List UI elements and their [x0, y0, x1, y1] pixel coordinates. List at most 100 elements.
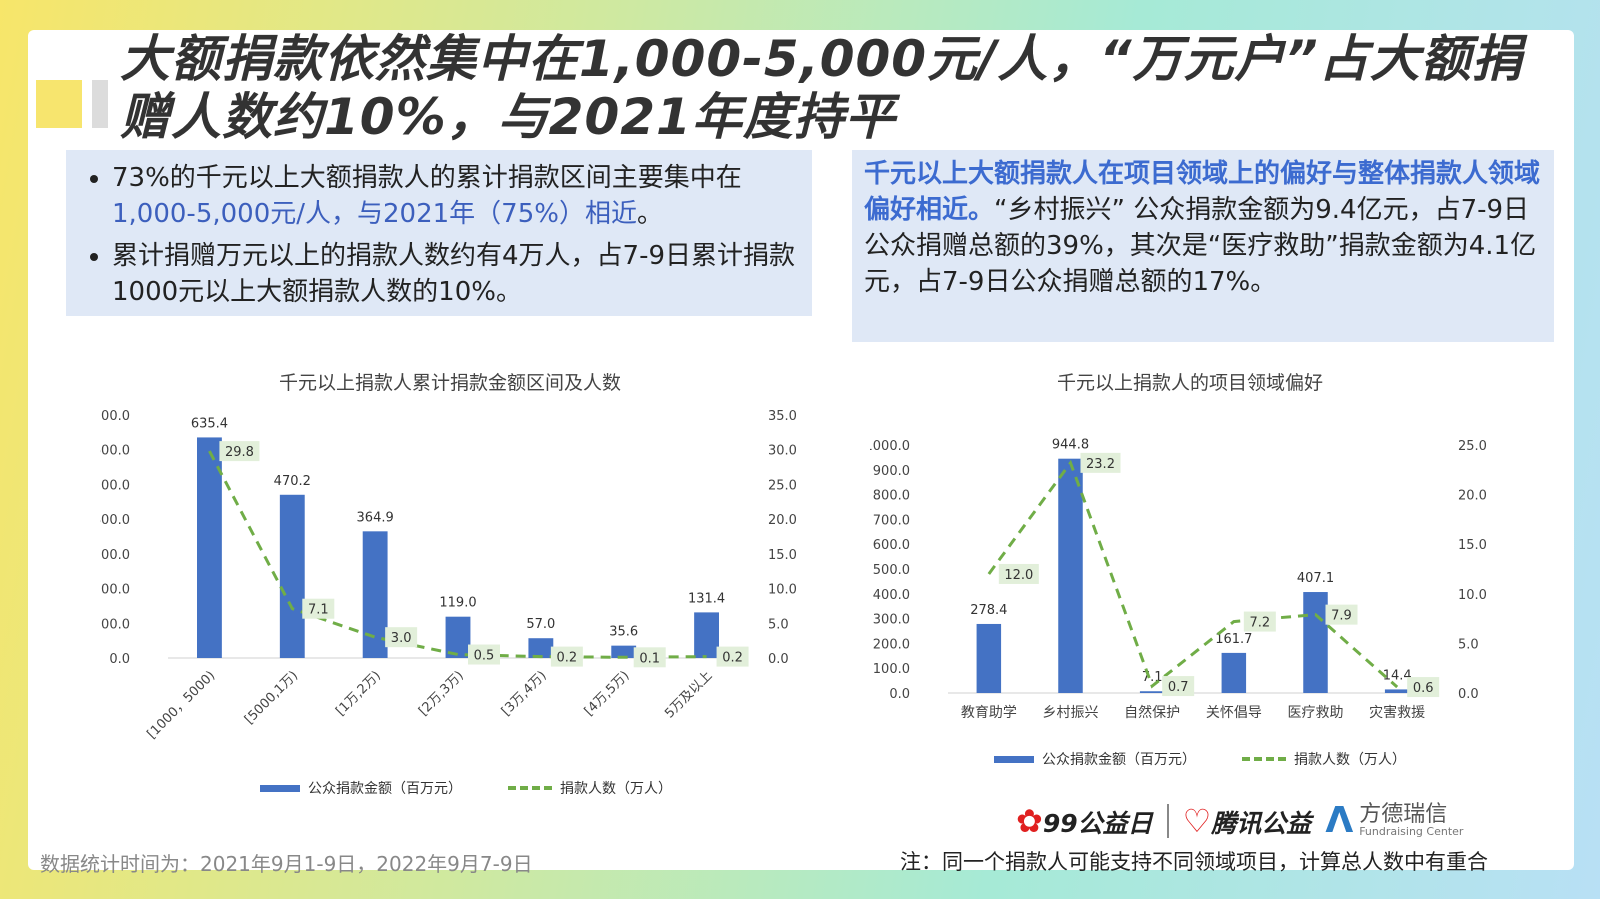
people-line — [208, 450, 707, 659]
x-category-label: 5万及以上 — [662, 668, 715, 721]
legend-line-label: 捐款人数（万人） — [1294, 752, 1406, 768]
legend-bar-label: 公众捐款金额（百万元） — [1042, 752, 1196, 768]
y-left-tick: 300.0 — [100, 548, 130, 563]
summary-box-left: 73%的千元以上大额捐款人的累计捐款区间主要集中在1,000-5,000元/人，… — [66, 150, 812, 316]
y-right-tick: 15.0 — [1458, 538, 1487, 553]
y-right-tick: 25.0 — [768, 478, 797, 493]
line-label-bg — [385, 627, 418, 648]
legend-bar-label: 公众捐款金额（百万元） — [308, 781, 462, 797]
x-category-label: 教育助学 — [961, 705, 1017, 721]
y-left-tick: 0.0 — [889, 687, 910, 702]
y-left-tick: 200.0 — [873, 637, 910, 652]
y-left-tick: 400.0 — [873, 588, 910, 603]
legend-bar-swatch — [260, 784, 300, 792]
logo-99: ✿99公益日 — [1016, 801, 1153, 840]
y-left-tick: 700.0 — [873, 513, 910, 528]
bar-value-label: 119.0 — [439, 596, 476, 611]
legend-line-label: 捐款人数（万人） — [560, 781, 672, 797]
data-period-note: 数据统计时间为：2021年9月1-9日，2022年9月7-9日 — [40, 852, 533, 876]
y-right-tick: 5.0 — [1458, 637, 1479, 652]
y-right-tick: 0.0 — [768, 652, 789, 667]
line-value-label: 7.2 — [1249, 616, 1270, 631]
bar-value-label: 407.1 — [1297, 571, 1334, 586]
y-left-tick: 300.0 — [873, 613, 910, 628]
y-left-tick: 600.0 — [100, 444, 130, 459]
y-left-tick: 400.0 — [100, 513, 130, 528]
x-category-label: [3万,4万) — [499, 668, 550, 719]
bar — [197, 437, 222, 658]
bar — [976, 623, 1002, 693]
line-value-label: 0.2 — [722, 651, 743, 666]
bar-value-label: 364.9 — [357, 510, 394, 525]
x-category-label: 灾害救援 — [1369, 704, 1425, 721]
line-value-label: 0.6 — [1413, 681, 1434, 696]
line-label-bg — [219, 441, 260, 462]
bar — [1139, 691, 1165, 693]
bar — [279, 494, 305, 658]
y-right-tick: 15.0 — [768, 548, 797, 563]
line-value-label: 0.5 — [474, 649, 495, 664]
legend-line-swatch — [508, 786, 552, 790]
y-right-tick: 30.0 — [768, 444, 797, 459]
line-label-bg — [1325, 604, 1358, 625]
y-left-tick: 200.0 — [100, 583, 130, 598]
logo-tencent: ♡腾讯公益 — [1182, 801, 1312, 840]
y-right-tick: 25.0 — [1458, 439, 1487, 454]
line-value-label: 0.2 — [557, 651, 578, 666]
line-value-label: 3.0 — [391, 631, 412, 646]
y-right-tick: 35.0 — [768, 409, 797, 424]
line-value-label: 7.9 — [1331, 609, 1352, 624]
x-category-label: 自然保护 — [1124, 704, 1180, 721]
right-highlight: 千元以上大额捐款人在项目领域上的偏好与整体捐款人领域偏好相近。 — [864, 159, 1541, 225]
y-left-tick: 500.0 — [873, 563, 910, 578]
bullet-1-highlight: 1,000-5,000元/人，与2021年（75%）相近 — [112, 199, 637, 229]
bar — [362, 531, 388, 658]
heart-icon: ♡ — [1182, 801, 1212, 840]
bar-value-label: 35.6 — [609, 625, 638, 640]
line-label-bg — [1080, 452, 1121, 473]
line-label-bg — [998, 563, 1039, 584]
y-right-tick: 5.0 — [768, 617, 789, 632]
bar — [445, 616, 471, 658]
x-category-label: [4万,5万) — [582, 668, 633, 719]
line-label-bg — [1243, 611, 1276, 632]
chart1-title: 千元以上捐款人累计捐款金额区间及人数 — [278, 372, 621, 394]
bar-value-label: 161.7 — [1215, 632, 1252, 647]
y-left-tick: 900.0 — [873, 464, 910, 479]
page-title: 大额捐款依然集中在1,000-5,000元/人，“万元户”占大额捐赠人数约10%… — [120, 30, 1523, 146]
people-line — [987, 459, 1399, 689]
chart1-legend: 公众捐款金额（百万元） 捐款人数（万人） — [260, 778, 672, 798]
chart1: 700.0 600.0 500.0 400.0 300.0 200.0 100.0 0.0 35… — [100, 409, 797, 742]
bar-value-label: 278.4 — [970, 603, 1007, 618]
bar — [1303, 592, 1328, 693]
bar-value-label: 635.4 — [191, 416, 228, 431]
y-right-tick: 20.0 — [1458, 489, 1487, 504]
x-category-label: 医疗救助 — [1288, 705, 1344, 721]
y-right-tick: 0.0 — [1458, 687, 1479, 702]
line-label-bg — [468, 644, 500, 665]
right-text: “乡村振兴” 公众捐款金额为9.4亿元，占7-9日公众捐赠总额的39%，其次是“… — [864, 195, 1537, 297]
y-left-tick: 700.0 — [100, 409, 130, 424]
bullet-1: 73%的千元以上大额捐款人的累计捐款区间主要集中在1,000-5,000元/人，… — [112, 160, 796, 232]
line-label-bg — [302, 598, 335, 619]
line-value-label: 7.1 — [308, 603, 329, 618]
chart2-legend: 公众捐款金额（百万元） 捐款人数（万人） — [994, 749, 1406, 769]
x-category-label: [2万,3万) — [416, 668, 467, 719]
line-value-label: 29.8 — [225, 445, 254, 460]
bullet-2: 累计捐赠万元以上的捐款人数约有4万人，占7-9日累计捐款1000元以上大额捐款人… — [112, 238, 796, 310]
bar-value-label: 57.0 — [526, 617, 555, 632]
line-label-bg — [633, 647, 666, 668]
fd-logo-icon: Λ — [1325, 800, 1354, 841]
flower-icon: ✿ — [1016, 801, 1043, 840]
bar — [1221, 652, 1247, 693]
title-accent-bar — [92, 80, 108, 128]
bar — [528, 638, 554, 658]
chart2-title: 千元以上捐款人的项目领域偏好 — [1056, 372, 1323, 394]
y-right-tick: 20.0 — [768, 513, 797, 528]
legend-line-swatch — [1242, 757, 1286, 761]
bar-value-label: 7.1 — [1142, 670, 1163, 685]
logo-bar: ✿99公益日 ♡腾讯公益 Λ 方德瑞信 Fundraising Center — [1016, 800, 1463, 841]
x-category-label: [1000，5000) — [144, 668, 218, 742]
line-label-bg — [716, 646, 749, 667]
line-label-bg — [1407, 677, 1440, 698]
